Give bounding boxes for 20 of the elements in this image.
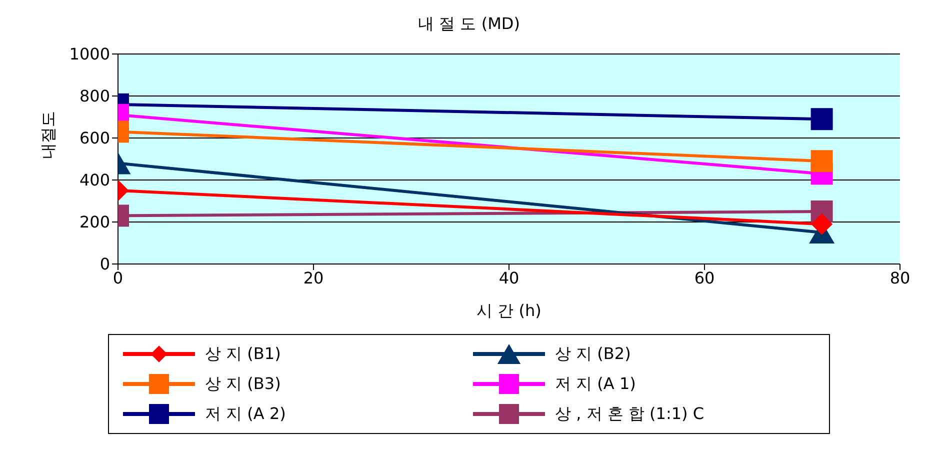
x-tick-label: 60 [694,268,715,288]
x-tick-label: 0 [112,268,124,288]
y-tick-label: 0 [100,254,110,274]
y-tick-label: 200 [79,212,110,232]
legend-label: 저 지 (A 1) [555,374,636,394]
x-tick-label: 40 [498,268,520,288]
y-tick-label: 600 [79,128,110,148]
y-axis-title: 내절도 [38,111,58,159]
legend-label: 저 지 (A 2) [205,404,286,424]
y-tick-label: 1000 [69,44,110,64]
legend-label: 상 지 (B1) [205,344,281,364]
x-tick-label: 20 [303,268,324,288]
legend-label: 상 지 (B2) [555,344,631,364]
chart-title: 내 절 도 (MD) [417,14,521,35]
legend-label: 상 , 저 혼 합 (1:1) C [555,404,704,424]
y-tick-label: 800 [79,86,110,106]
x-tick-label: 80 [890,268,910,288]
legend-label: 상 지 (B3) [205,374,281,394]
y-tick-label: 400 [79,170,110,190]
x-axis-title: 시 간 (h) [476,301,542,320]
